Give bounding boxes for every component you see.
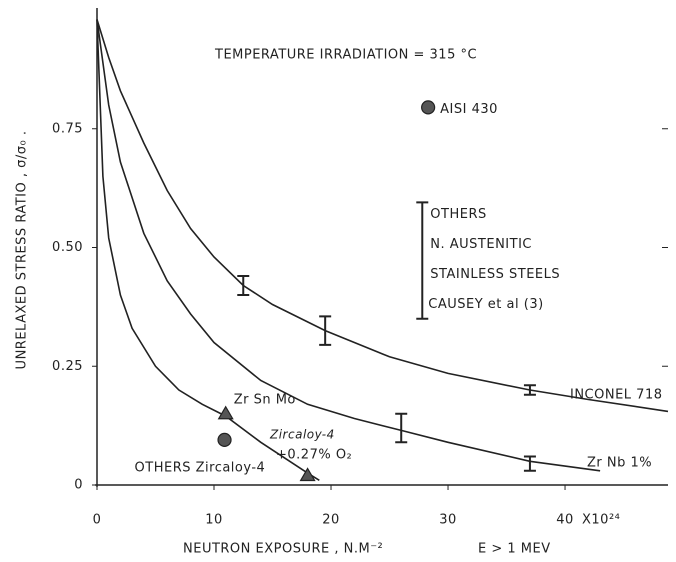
series-note: +0.27% O₂ xyxy=(276,448,352,463)
point xyxy=(421,100,436,115)
range-label: N. AUSTENITIC xyxy=(430,237,532,252)
point xyxy=(217,432,232,447)
x-tick-label: 0 xyxy=(93,513,102,528)
x-tick-label: 10 xyxy=(205,513,223,528)
x-tick-label: 40 xyxy=(556,513,574,528)
chart-title: TEMPERATURE IRRADIATION = 315 °C xyxy=(214,48,477,63)
x-multiplier: X10²⁴ xyxy=(582,513,620,528)
curve xyxy=(96,19,320,481)
curve xyxy=(96,19,601,472)
point-label: Zr Sn Mo xyxy=(234,392,296,407)
curve xyxy=(96,19,669,413)
y-tick-label: 0 xyxy=(74,478,83,493)
x-tick-label: 20 xyxy=(322,513,340,528)
point-label: OTHERS Zircaloy-4 xyxy=(135,460,266,475)
y-tick-label: 0.25 xyxy=(52,359,83,374)
series-label: Zircaloy-4 xyxy=(269,428,335,442)
point-label: AISI 430 xyxy=(440,102,498,117)
series-label: Zr Nb 1% xyxy=(587,456,652,471)
y-axis-label: UNRELAXED STRESS RATIO , σ/σ₀ . xyxy=(15,131,30,370)
point xyxy=(299,467,316,482)
series-label: INCONEL 718 xyxy=(570,388,663,403)
y-tick-label: 0.75 xyxy=(52,121,83,136)
range-label: STAINLESS STEELS xyxy=(430,267,560,282)
x-axis-note: E > 1 MEV xyxy=(478,542,551,557)
y-tick-label: 0.50 xyxy=(52,240,83,255)
range-label: OTHERS xyxy=(430,207,486,222)
x-tick-label: 30 xyxy=(439,513,457,528)
x-axis-label: NEUTRON EXPOSURE , N.M⁻² xyxy=(183,542,383,557)
range-label: CAUSEY et al (3) xyxy=(428,297,543,312)
point xyxy=(217,405,234,420)
